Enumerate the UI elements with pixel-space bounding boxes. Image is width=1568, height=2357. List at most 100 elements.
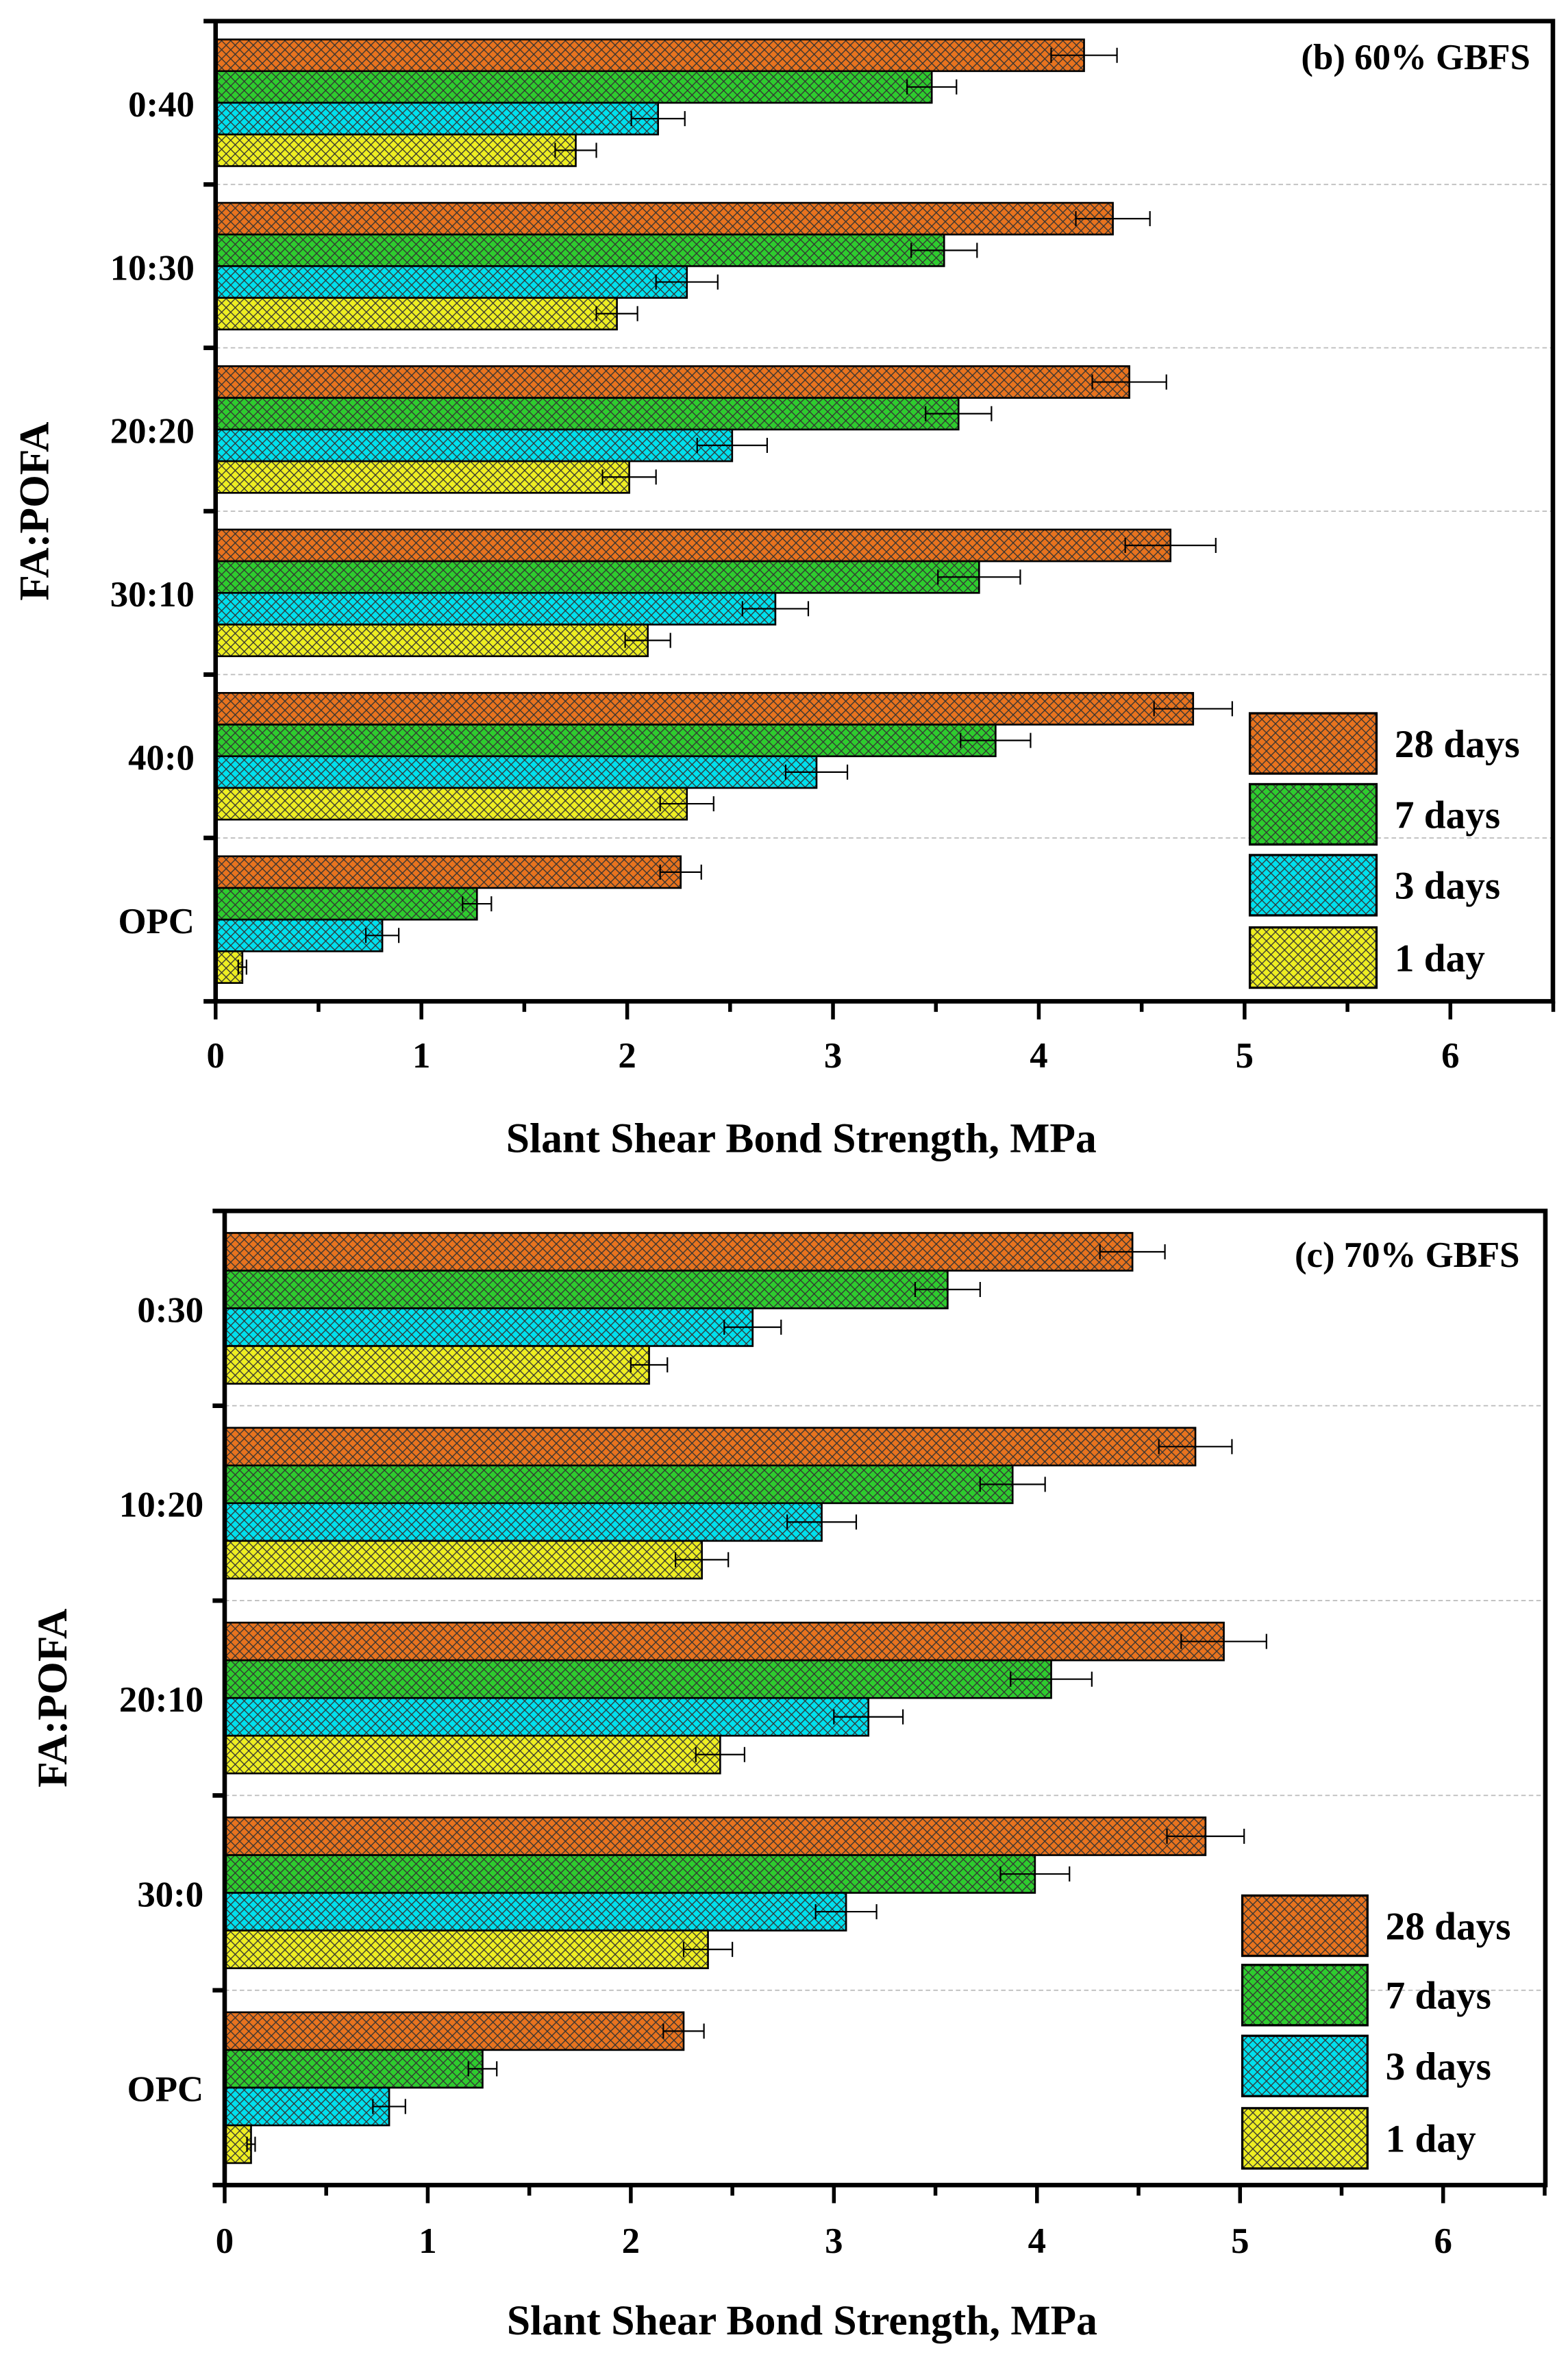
bar-10:30-28-days <box>214 201 1114 236</box>
bar-20:20-1-day <box>214 460 630 494</box>
y-tick-label: 30:10 <box>110 575 195 615</box>
bar-30:10-3-days <box>214 591 777 626</box>
chart-title: (c) 70% GBFS <box>1295 1235 1520 1275</box>
x-tick-label: 1 <box>419 2221 436 2261</box>
error-bar <box>662 2023 705 2039</box>
legend-swatch-1-day <box>1248 926 1378 989</box>
y-tick-label: 10:30 <box>110 248 195 288</box>
bar-30:10-28-days <box>214 528 1172 563</box>
bar-0:30-7-days <box>223 1270 949 1309</box>
error-bar <box>937 569 1021 585</box>
legend: 28 days 7 days 3 days 1 day <box>1241 1894 1511 2170</box>
bar-0:40-1-day <box>214 133 577 167</box>
legend-swatch-28-days <box>1241 1894 1369 1958</box>
bar-OPC-7-days <box>223 2049 484 2089</box>
legend-label: 28 days <box>1386 1905 1511 1948</box>
y-tick-label: 20:20 <box>110 412 195 452</box>
error-bar <box>655 274 719 290</box>
error-bar <box>960 732 1032 748</box>
bar-0:40-3-days <box>214 101 659 136</box>
bar-0:30-28-days <box>223 1232 1134 1272</box>
x-axis-label: Slant Shear Bond Strength, MPa <box>506 1115 1097 1161</box>
x-tick-label: 4 <box>1028 2221 1046 2261</box>
bar-20:20-3-days <box>214 428 734 462</box>
bar-30:0-28-days <box>223 1816 1207 1856</box>
error-bar <box>979 1477 1046 1492</box>
bar-10:20-1-day <box>223 1540 703 1580</box>
legend-swatch-1-day <box>1241 2107 1369 2170</box>
error-bar <box>1166 1829 1245 1844</box>
x-tick-label: 1 <box>412 1036 430 1076</box>
error-bar <box>906 79 958 95</box>
chart-60-gbfs: 0:40 10:30 20:20 30:10 40:0 OPC 0 1 2 3 4 5 6 Slant S… <box>11 18 1556 1161</box>
x-tick-label: 2 <box>618 1036 636 1076</box>
bar-20:20-7-days <box>214 397 960 431</box>
bar-20:10-28-days <box>223 1621 1225 1662</box>
error-bar <box>784 764 849 780</box>
x-tick-label: 3 <box>824 1036 842 1076</box>
error-bar <box>624 632 671 648</box>
bar-OPC-3-days <box>214 918 384 952</box>
legend-swatch-28-days <box>1248 712 1378 775</box>
chart-70-gbfs: 0:30 10:20 20:10 30:0 OPC 0 1 2 3 4 5 6 Slant Shear … <box>29 1209 1548 2344</box>
y-axis-label: FA:POFA <box>11 421 58 601</box>
bar-0:40-7-days <box>214 70 933 104</box>
legend-swatch-3-days <box>1241 2034 1369 2097</box>
error-bar <box>696 437 768 454</box>
error-bar <box>910 243 978 258</box>
legend-label: 7 days <box>1395 793 1500 837</box>
bar-40:0-28-days <box>214 691 1195 726</box>
error-bar <box>695 1747 746 1762</box>
x-tick-label: 6 <box>1434 2221 1452 2261</box>
error-bar <box>237 959 247 975</box>
bar-OPC-3-days <box>223 2086 390 2127</box>
bar-OPC-28-days <box>223 2011 685 2051</box>
error-bar <box>786 1514 858 1530</box>
bar-0:30-1-day <box>223 1345 650 1385</box>
y-tick-label: OPC <box>118 902 194 941</box>
error-bar <box>1124 537 1217 553</box>
error-bar <box>925 406 993 421</box>
x-tick-label: 6 <box>1441 1036 1459 1076</box>
error-bar <box>1099 1244 1166 1259</box>
error-bar <box>999 1866 1071 1882</box>
error-bar <box>914 1281 981 1297</box>
bar-OPC-28-days <box>214 855 682 889</box>
x-axis-label: Slant Shear Bond Strength, MPa <box>507 2297 1097 2344</box>
error-bar <box>833 1709 904 1725</box>
x-tick-label: 2 <box>622 2221 640 2261</box>
error-bar <box>1153 701 1233 717</box>
plot-frame <box>222 1209 1548 2188</box>
error-bar <box>630 111 686 127</box>
bar-10:30-7-days <box>214 233 945 267</box>
y-axis-label: FA:POFA <box>29 1608 76 1788</box>
bar-30:0-3-days <box>223 1892 847 1932</box>
bar-0:30-3-days <box>223 1307 754 1347</box>
bar-20:10-7-days <box>223 1659 1052 1699</box>
error-bar <box>554 143 597 158</box>
y-tick-label: 0:30 <box>137 1290 203 1330</box>
bar-20:10-1-day <box>223 1734 721 1775</box>
bar-0:40-28-days <box>214 38 1085 73</box>
bar-40:0-7-days <box>214 724 997 758</box>
error-bar <box>682 1942 734 1958</box>
error-bar <box>595 306 638 321</box>
error-bar <box>1010 1671 1093 1687</box>
legend-label: 28 days <box>1395 723 1520 766</box>
bar-10:20-28-days <box>223 1427 1197 1467</box>
bar-30:10-7-days <box>214 560 980 594</box>
bar-10:20-3-days <box>223 1502 823 1542</box>
y-tick-label: OPC <box>127 2070 203 2110</box>
bar-20:10-3-days <box>223 1696 870 1737</box>
bar-20:20-28-days <box>214 365 1130 399</box>
legend: 28 days 7 days 3 days 1 day <box>1248 712 1520 989</box>
error-bar <box>1091 374 1167 390</box>
y-tick-label: 30:0 <box>137 1875 203 1914</box>
y-tick-label: 20:10 <box>119 1680 203 1720</box>
error-bar <box>246 2136 256 2152</box>
legend-label: 3 days <box>1395 865 1500 908</box>
error-bar <box>1158 1439 1233 1455</box>
error-bar <box>723 1320 782 1335</box>
legend-swatch-3-days <box>1248 854 1378 917</box>
bar-40:0-1-day <box>214 787 688 821</box>
